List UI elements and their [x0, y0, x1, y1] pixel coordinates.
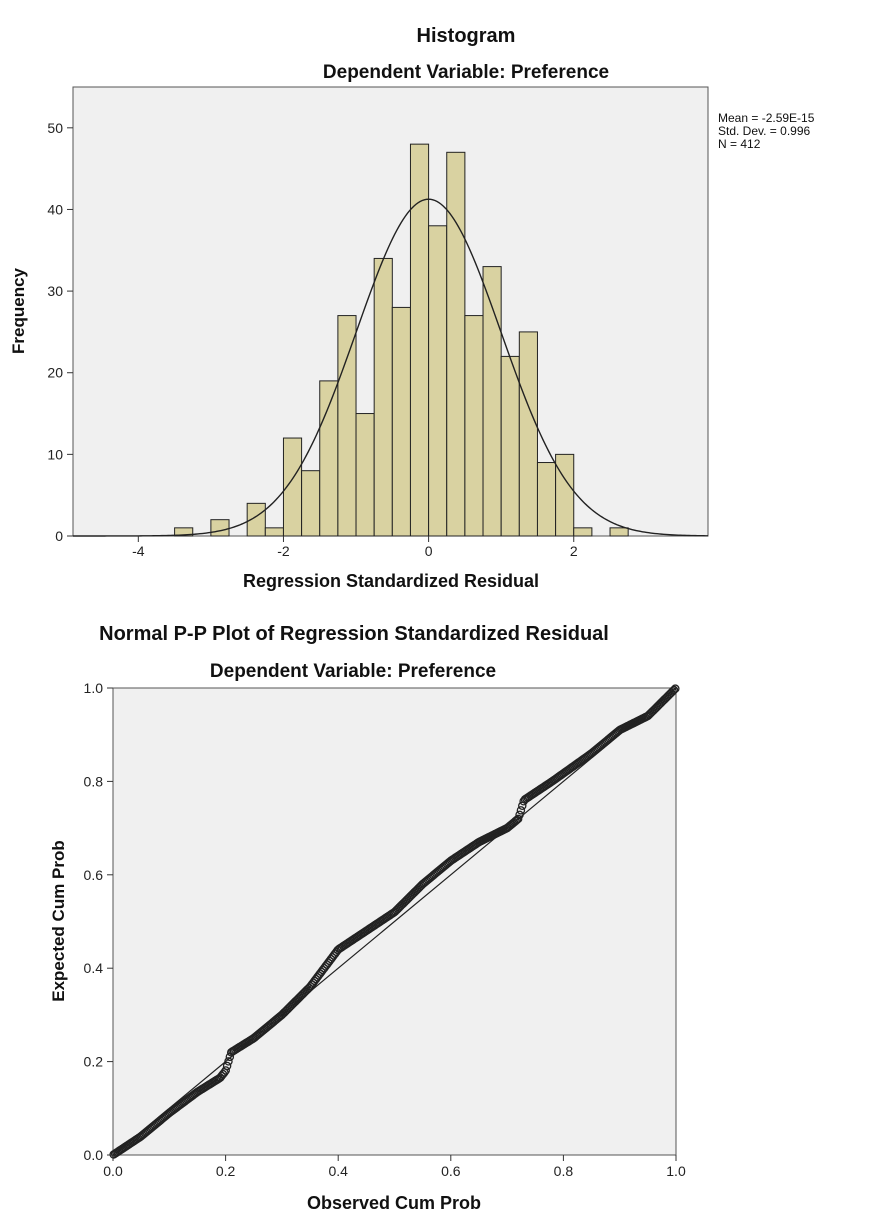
pp-y-axis-label: Expected Cum Prob	[49, 840, 68, 1002]
y-tick-label: 10	[47, 446, 63, 462]
pp-plot-title: Normal P-P Plot of Regression Standardiz…	[99, 623, 609, 645]
pp-point	[669, 685, 679, 695]
y-tick-label: 0	[55, 528, 63, 544]
x-tick-label: 0.0	[103, 1163, 123, 1179]
histogram-bar	[391, 306, 411, 537]
y-tick-label: 0.8	[84, 773, 104, 789]
histogram-bar	[409, 143, 430, 537]
pp-plot-subtitle: Dependent Variable: Preference	[210, 661, 496, 682]
pp-point	[224, 1057, 233, 1066]
histogram-bar	[464, 315, 484, 537]
stat-mean: Mean = -2.59E-15	[718, 111, 815, 125]
histogram-bar	[518, 331, 538, 537]
x-tick-label: -2	[277, 543, 290, 559]
x-tick-label: -4	[132, 543, 145, 559]
histogram-bar	[428, 225, 448, 537]
x-tick-label: 1.0	[666, 1163, 686, 1179]
histogram-bar	[609, 527, 629, 537]
histogram-bar	[536, 462, 557, 537]
histogram-bars	[174, 143, 629, 537]
histogram-bar	[555, 453, 575, 537]
pp-y-ticks: 0.0 0.2 0.4 0.6 0.8 1.0	[84, 680, 113, 1163]
pp-point	[221, 1066, 230, 1075]
histogram-x-ticks: -4 -2 0 2	[132, 536, 578, 559]
pp-x-axis-label: Observed Cum Prob	[307, 1193, 481, 1213]
histogram-bar	[446, 151, 466, 537]
x-tick-label: 0.4	[328, 1163, 348, 1179]
histogram-bar	[264, 527, 284, 537]
pp-point	[222, 1061, 232, 1071]
x-tick-label: 0.6	[441, 1163, 461, 1179]
histogram-y-ticks: 0 10 20 30 40 50	[47, 120, 73, 544]
pp-point	[671, 684, 680, 693]
stat-n: N = 412	[718, 137, 761, 151]
stat-std-dev: Std. Dev. = 0.996	[718, 124, 810, 138]
pp-point	[511, 816, 520, 826]
histogram-subtitle: Dependent Variable: Preference	[323, 62, 609, 83]
pp-point	[668, 687, 677, 696]
histogram-x-axis-label: Regression Standardized Residual	[243, 571, 539, 591]
y-tick-label: 40	[47, 201, 63, 217]
histogram-title: Histogram	[417, 25, 516, 47]
y-tick-label: 0.2	[84, 1054, 104, 1070]
histogram-bar	[337, 315, 357, 537]
histogram-bar	[210, 519, 230, 537]
histogram-bar	[301, 470, 321, 537]
histogram-bar	[355, 413, 375, 537]
histogram-bar	[174, 527, 194, 537]
pp-reference-line	[112, 687, 677, 1156]
pp-points	[109, 684, 680, 1159]
pp-point	[513, 814, 523, 824]
y-tick-label: 0.6	[84, 867, 104, 883]
pp-x-ticks: 0.0 0.2 0.4 0.6 0.8 1.0	[103, 1155, 686, 1179]
histogram-bar	[373, 257, 393, 537]
y-tick-label: 20	[47, 365, 63, 381]
histogram-bar	[246, 502, 266, 537]
histogram-normal-curve	[73, 198, 709, 537]
y-tick-label: 0.4	[84, 960, 104, 976]
y-tick-label: 0.0	[84, 1147, 104, 1163]
x-tick-label: 0.8	[554, 1163, 574, 1179]
pp-point	[516, 806, 526, 815]
histogram-bar	[500, 355, 520, 537]
x-tick-label: 0	[425, 543, 433, 559]
histogram-bar	[319, 380, 339, 537]
y-tick-label: 1.0	[84, 680, 104, 696]
histogram-stats: Mean = -2.59E-15 Std. Dev. = 0.996 N = 4…	[718, 111, 815, 151]
y-tick-label: 50	[47, 120, 63, 136]
pp-point	[515, 810, 524, 820]
histogram-bar	[573, 527, 593, 537]
y-tick-label: 30	[47, 283, 63, 299]
x-tick-label: 2	[570, 543, 578, 559]
histogram-chart: Histogram Dependent Variable: Preference…	[9, 25, 815, 591]
pp-plot-chart: Normal P-P Plot of Regression Standardiz…	[49, 623, 686, 1213]
histogram-y-axis-label: Frequency	[9, 267, 28, 354]
x-tick-label: 0.2	[216, 1163, 236, 1179]
